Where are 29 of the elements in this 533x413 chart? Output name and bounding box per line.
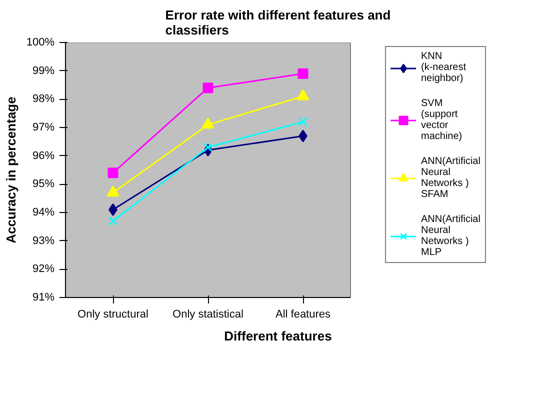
y-tick-label: 99% xyxy=(32,64,55,77)
point xyxy=(108,168,118,178)
y-axis-title: Accuracy in percentage xyxy=(3,96,18,244)
legend-label: KNN (k-nearest neighbor) xyxy=(421,51,468,84)
x-tick-label: All features xyxy=(275,308,332,320)
legend-label: ANN(Artificial Neural Networks ) MLP xyxy=(421,214,481,258)
y-tick-label: 95% xyxy=(32,178,55,190)
y-tick-label: 96% xyxy=(32,150,55,162)
point xyxy=(202,82,214,94)
chart-title: Error rate with different features and classifiers xyxy=(165,8,391,38)
y-tick-label: 91% xyxy=(32,292,55,304)
y-tick-label: 100% xyxy=(26,36,55,48)
point xyxy=(296,89,310,100)
point xyxy=(298,68,308,79)
point xyxy=(203,142,213,152)
y-tick-label: 94% xyxy=(32,206,55,218)
point xyxy=(106,186,120,197)
legend-label: ANN(Artificial Neural Networks ) SFAM xyxy=(421,156,481,200)
y-tick-label: 93% xyxy=(32,234,55,247)
x-tick-label: Only statistical xyxy=(172,308,244,320)
legend-label: SVM (support vector machine) xyxy=(421,98,464,142)
point xyxy=(202,118,214,129)
y-tick-label: 92% xyxy=(32,263,55,276)
y-tick-label: 98% xyxy=(32,93,55,106)
point xyxy=(108,216,118,226)
point xyxy=(298,117,308,126)
x-axis-title: Different features xyxy=(224,328,332,344)
y-tick-label: 97% xyxy=(32,122,55,134)
x-tick-label: Only structural xyxy=(78,308,148,320)
